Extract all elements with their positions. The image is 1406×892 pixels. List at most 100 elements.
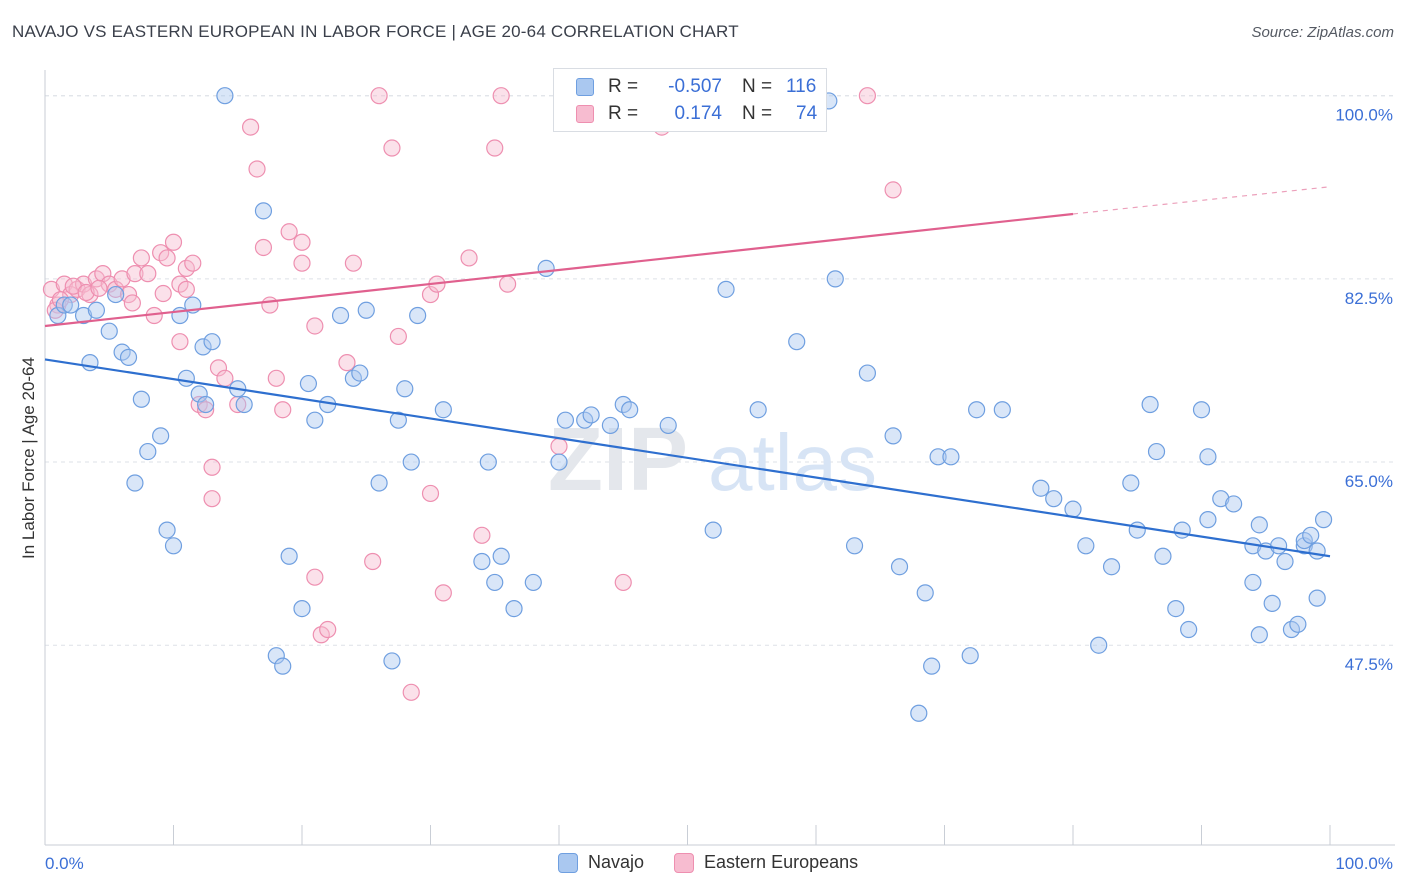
- navajo-point: [100, 322, 118, 340]
- navajo-point: [621, 401, 639, 419]
- navajo-point: [1180, 620, 1198, 639]
- eastern-europeans-point: [370, 87, 388, 105]
- navajo-point: [434, 401, 452, 419]
- eastern-europeans-point: [154, 284, 172, 303]
- navajo-point: [1122, 474, 1140, 492]
- navajo-point: [1269, 537, 1288, 555]
- eastern-europeans-point: [421, 285, 440, 304]
- navajo-point: [910, 704, 928, 722]
- navajo-point: [961, 647, 979, 665]
- navajo-point: [55, 296, 73, 314]
- navajo-point: [1102, 558, 1121, 576]
- navajo-point: [1263, 594, 1281, 612]
- eastern-europeans-point: [383, 139, 401, 157]
- navajo-point: [929, 448, 947, 466]
- navajo-point: [749, 401, 767, 419]
- navajo-point: [1064, 500, 1082, 518]
- y-axis-label: In Labor Force | Age 20-64: [19, 357, 38, 559]
- navajo-point: [1192, 401, 1211, 419]
- eastern-europeans-point: [306, 568, 324, 586]
- legend-n-label: N =: [742, 103, 773, 124]
- eastern-europeans-point: [203, 490, 221, 508]
- navajo-point: [524, 573, 542, 592]
- navajo-point: [402, 453, 420, 471]
- eastern-europeans-point: [319, 620, 337, 639]
- eastern-europeans-point: [209, 359, 228, 377]
- navajo-r-value: -0.507: [668, 76, 722, 97]
- eastern-europeans-points: [42, 87, 902, 701]
- axes: [44, 70, 1395, 846]
- eastern-europeans-point: [254, 238, 273, 257]
- eastern-europeans-n-value: 74: [796, 103, 818, 124]
- navajo-point: [968, 401, 986, 419]
- navajo-point: [1077, 537, 1095, 555]
- series-legend: Navajo Eastern Europeans: [558, 852, 888, 873]
- navajo-point: [1173, 521, 1191, 539]
- navajo-point: [1225, 495, 1243, 513]
- navajo-point: [550, 453, 568, 471]
- navajo-point: [62, 296, 80, 314]
- navajo-point: [884, 427, 902, 445]
- eastern-europeans-point: [460, 249, 478, 267]
- navajo-legend-label: Navajo: [588, 852, 645, 872]
- navajo-point: [1302, 526, 1320, 544]
- navajo-point: [1128, 521, 1146, 539]
- eastern-europeans-point: [107, 280, 125, 298]
- chart-source: Source: ZipAtlas.com: [1251, 24, 1394, 41]
- navajo-point: [916, 584, 934, 602]
- stats-legend: R = -0.507 N = 116 R = 0.174 N = 74: [553, 68, 827, 132]
- eastern-europeans-trend-line: [44, 212, 1074, 328]
- eastern-europeans-point: [293, 254, 311, 272]
- navajo-point: [556, 411, 575, 429]
- navajo-point: [473, 552, 491, 571]
- navajo-point: [293, 599, 311, 618]
- navajo-trend-line: [44, 358, 1331, 558]
- navajo-point: [505, 599, 523, 618]
- navajo-point: [87, 301, 106, 319]
- navajo-point: [717, 280, 735, 298]
- navajo-point: [331, 306, 350, 325]
- eastern-europeans-point: [139, 265, 157, 283]
- y-tick-label: 82.5%: [1345, 289, 1393, 308]
- navajo-point: [194, 338, 212, 356]
- eastern-europeans-legend-label: Eastern Europeans: [704, 852, 859, 872]
- navajo-point: [858, 364, 877, 382]
- navajo-point: [74, 306, 93, 325]
- eastern-europeans-point: [90, 279, 108, 297]
- navajo-point: [1250, 626, 1268, 644]
- navajo-point: [139, 442, 157, 461]
- eastern-europeans-point: [132, 249, 150, 267]
- navajo-point: [235, 395, 253, 414]
- navajo-point: [254, 202, 273, 220]
- eastern-europeans-point: [499, 275, 517, 293]
- eastern-europeans-point: [123, 294, 141, 312]
- navajo-point: [826, 270, 844, 288]
- eastern-europeans-point: [434, 584, 452, 602]
- navajo-point: [704, 521, 722, 539]
- eastern-europeans-point: [492, 87, 510, 105]
- navajo-n-value: 116: [786, 76, 817, 97]
- eastern-europeans-point: [293, 233, 311, 251]
- navajo-point: [923, 657, 941, 675]
- navajo-point: [993, 401, 1011, 419]
- navajo-point: [1250, 516, 1268, 534]
- navajo-point: [1212, 490, 1230, 508]
- navajo-point: [383, 652, 401, 670]
- navajo-point: [1032, 479, 1050, 497]
- navajo-point: [190, 385, 208, 403]
- eastern-europeans-point: [242, 118, 260, 136]
- legend-r-label: R =: [608, 103, 639, 124]
- navajo-point: [1199, 511, 1217, 529]
- navajo-point: [601, 416, 620, 435]
- eastern-europeans-point: [421, 484, 440, 503]
- navajo-point: [152, 427, 170, 445]
- legend-item-eastern-europeans[interactable]: Eastern Europeans: [674, 852, 858, 873]
- navajo-point: [537, 259, 555, 278]
- legend-item-navajo[interactable]: Navajo: [558, 852, 644, 873]
- eastern-europeans-point: [158, 249, 176, 267]
- eastern-europeans-point: [274, 401, 292, 419]
- navajo-point: [126, 474, 144, 492]
- eastern-europeans-point: [614, 573, 632, 592]
- navajo-legend-swatch: [558, 852, 578, 873]
- navajo-point: [164, 537, 183, 555]
